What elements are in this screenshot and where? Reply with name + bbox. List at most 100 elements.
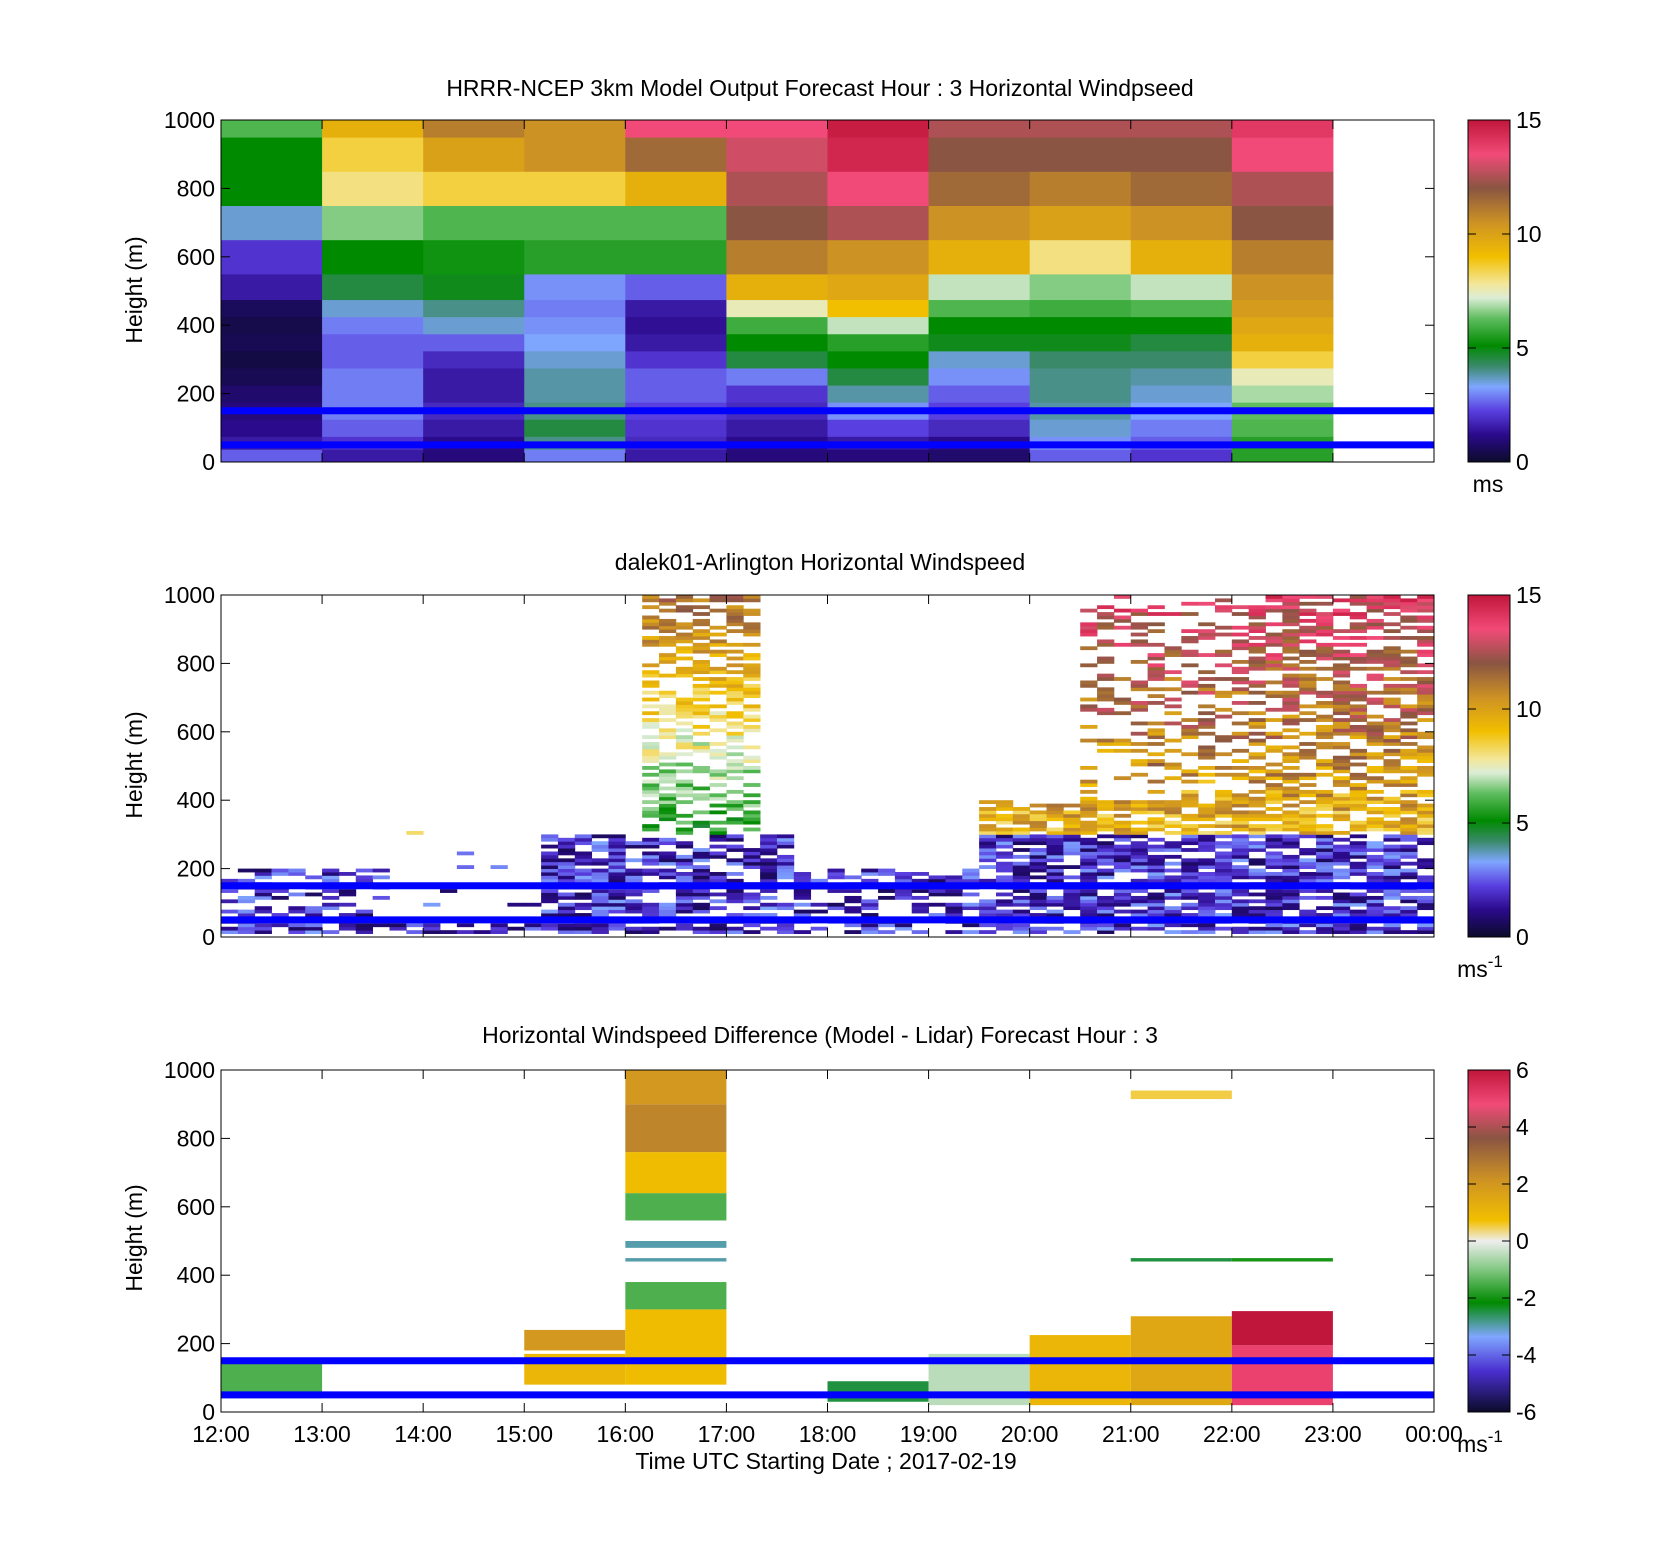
model-cell [1130, 299, 1233, 318]
lidar-sample [1282, 899, 1300, 904]
lidar-sample [1417, 810, 1435, 815]
lidar-sample [1029, 824, 1047, 828]
lidar-sample [642, 844, 660, 849]
lidar-sample [1097, 742, 1115, 746]
lidar-sample [1097, 612, 1115, 616]
model-cell [322, 137, 424, 172]
lidar-sample [1147, 872, 1165, 876]
lidar-sample [642, 690, 660, 695]
lidar-sample [659, 872, 677, 876]
lidar-sample [524, 923, 542, 928]
lidar-sample [1012, 861, 1031, 866]
lidar-sample [1316, 858, 1334, 863]
lidar-sample [1231, 851, 1250, 856]
lidar-sample [979, 817, 997, 822]
lidar-sample [1113, 854, 1132, 859]
lidar-sample [1282, 892, 1300, 897]
lidar-sample [1299, 629, 1317, 634]
lidar-sample [1130, 632, 1148, 637]
lidar-sample [911, 902, 929, 907]
lidar-sample [1181, 824, 1199, 828]
lidar-sample [541, 872, 559, 876]
lidar-sample [1282, 752, 1300, 757]
lidar-sample [1417, 889, 1435, 893]
lidar-sample [1097, 800, 1115, 805]
lidar-sample [1332, 926, 1351, 931]
lidar-sample [1417, 608, 1435, 613]
lidar-sample [1063, 824, 1081, 828]
lidar-sample [979, 807, 997, 811]
lidar-sample [1417, 642, 1435, 647]
model-cell [928, 273, 1031, 301]
lidar-sample [541, 878, 559, 883]
lidar-sample [541, 889, 559, 893]
lidar-sample [995, 865, 1014, 869]
lidar-sample [1400, 601, 1418, 606]
lidar-sample [541, 895, 559, 900]
lidar-sample [237, 895, 256, 900]
lidar-sample [389, 926, 407, 931]
lidar-sample [675, 878, 694, 883]
lidar-sample [1332, 875, 1351, 880]
model-cell [423, 205, 525, 241]
lidar-sample [1046, 841, 1064, 846]
model-cell [928, 171, 1031, 206]
lidar-sample [962, 930, 980, 934]
lidar-sample [1097, 844, 1115, 849]
model-cell [423, 367, 525, 386]
model-cell [625, 205, 727, 241]
lidar-sample [1332, 680, 1351, 685]
lidar-sample [709, 923, 727, 928]
lidar-sample [743, 895, 761, 900]
lidar-sample [1248, 834, 1266, 839]
y-tick-label: 200 [177, 856, 215, 882]
lidar-sample [743, 690, 761, 695]
lidar-sample [541, 913, 559, 917]
model-cell [423, 299, 525, 318]
lidar-sample [1383, 878, 1401, 883]
lidar-sample [305, 913, 323, 917]
lidar-sample [1349, 718, 1368, 722]
lidar-sample [675, 902, 694, 907]
lidar-sample [1029, 865, 1047, 869]
lidar-sample [1029, 841, 1047, 846]
lidar-sample [675, 666, 694, 671]
lidar-sample [608, 878, 626, 883]
lidar-sample [288, 923, 306, 928]
lidar-sample [1316, 714, 1334, 719]
lidar-sample [608, 837, 626, 842]
lidar-sample [1198, 803, 1216, 808]
lidar-sample [1400, 807, 1418, 811]
colorbar-tick-label: 0 [1516, 449, 1529, 475]
lidar-sample [743, 913, 761, 917]
lidar-sample [1400, 776, 1418, 781]
lidar-sample [1248, 872, 1266, 876]
lidar-sample [338, 926, 357, 931]
lidar-sample [557, 923, 576, 928]
lidar-sample [1012, 895, 1031, 900]
model-cell [1231, 137, 1334, 172]
lidar-sample [743, 899, 761, 904]
lidar-sample [1282, 793, 1300, 798]
lidar-sample [979, 813, 997, 818]
lidar-sample [675, 697, 694, 702]
model-cell [524, 273, 626, 301]
lidar-sample [1383, 704, 1401, 709]
lidar-sample [1349, 724, 1368, 729]
lidar-sample [844, 889, 862, 893]
lidar-sample [1400, 752, 1418, 757]
lidar-sample [1164, 813, 1182, 818]
lidar-sample [338, 892, 357, 897]
model-cell [928, 385, 1031, 403]
lidar-sample [1332, 861, 1351, 866]
model-cell [827, 316, 930, 335]
lidar-sample [1248, 625, 1266, 630]
lidar-sample [1113, 861, 1132, 866]
lidar-sample [1265, 776, 1283, 781]
lidar-sample [1214, 714, 1233, 719]
lidar-sample [1383, 834, 1401, 839]
lidar-sample [1248, 827, 1266, 832]
lidar-sample [709, 748, 727, 753]
model-cell [726, 449, 828, 463]
lidar-sample [1400, 793, 1418, 798]
